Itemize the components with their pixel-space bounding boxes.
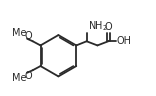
Text: Me: Me	[12, 28, 27, 38]
Text: NH$_2$: NH$_2$	[88, 19, 107, 33]
Text: OH: OH	[116, 36, 131, 46]
Text: O: O	[25, 70, 32, 81]
Text: Me: Me	[12, 73, 27, 83]
Text: O: O	[105, 22, 112, 32]
Text: O: O	[25, 31, 32, 41]
